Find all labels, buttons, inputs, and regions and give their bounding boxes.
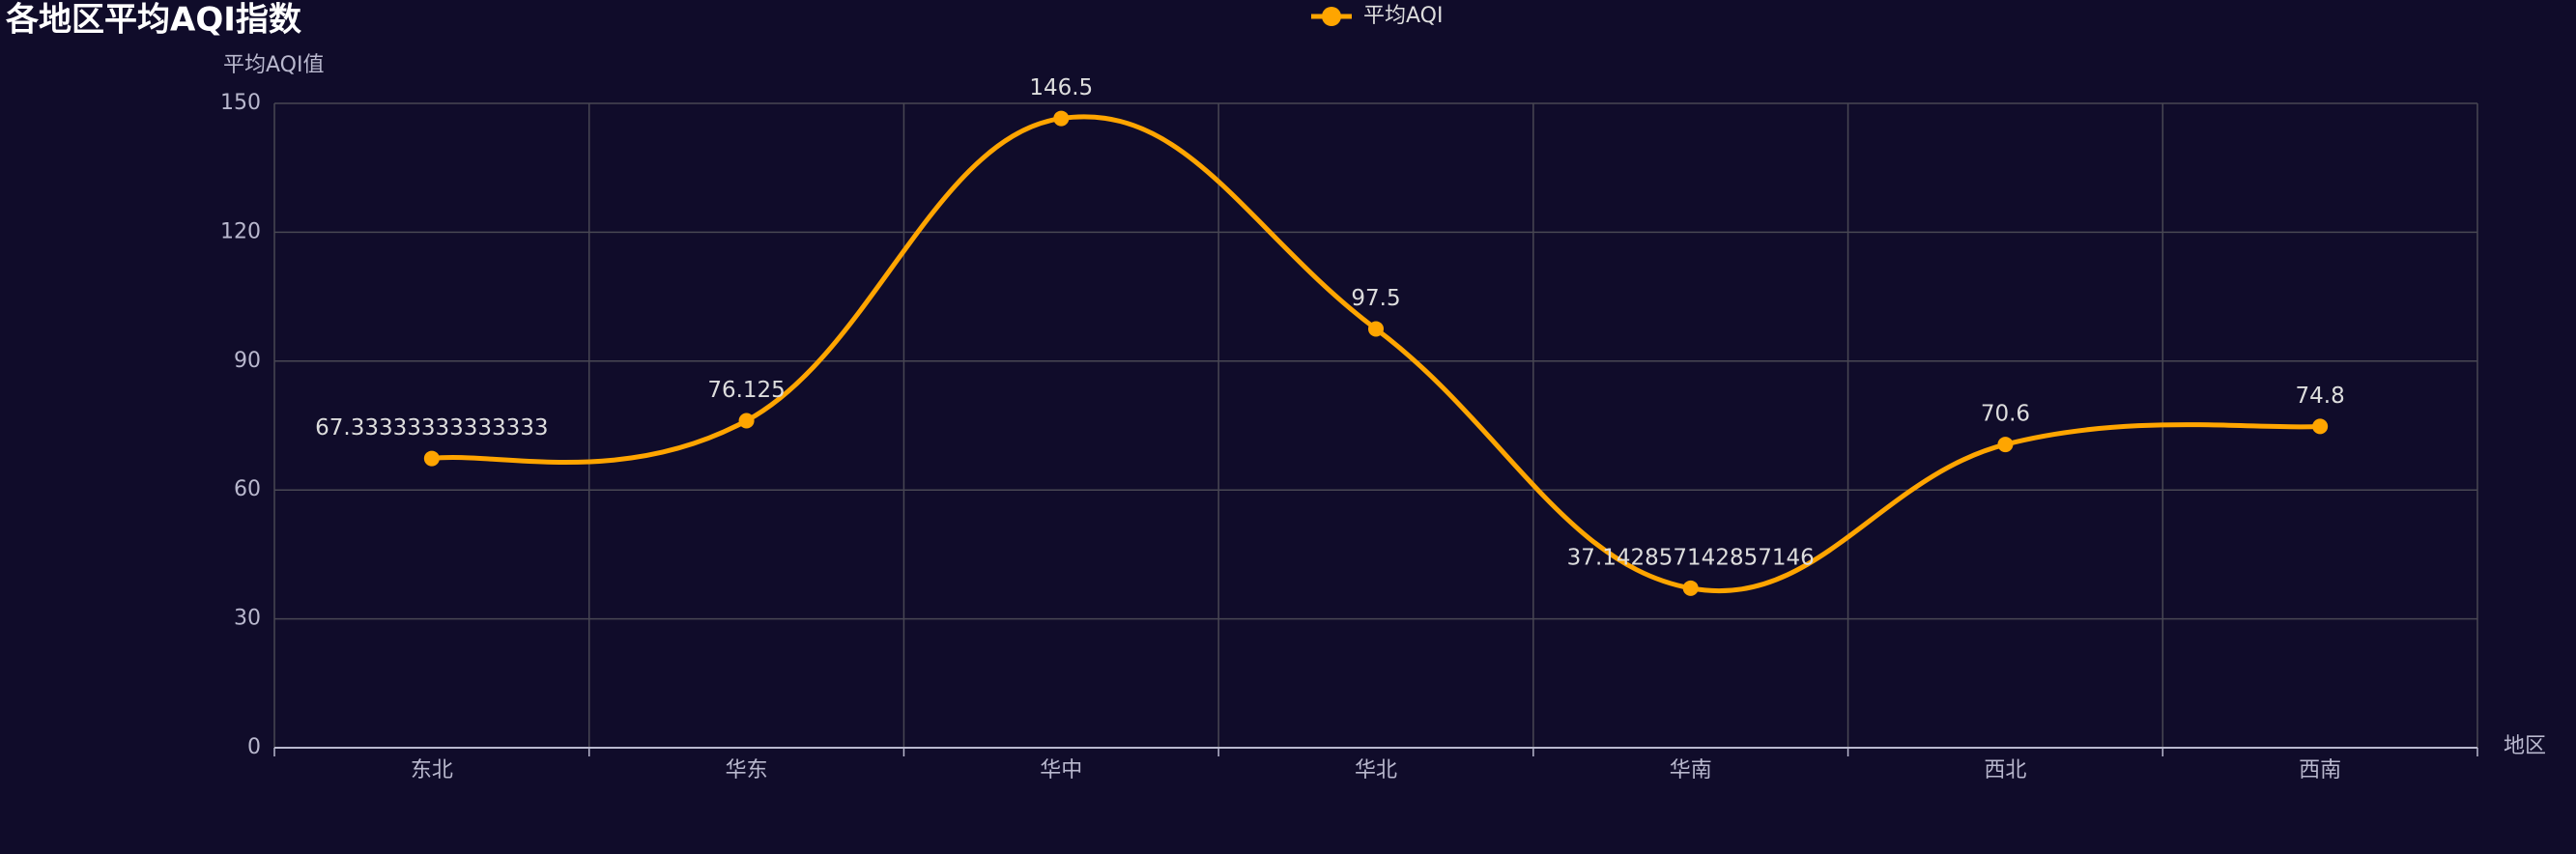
data-label: 76.125 xyxy=(707,378,785,403)
y-tick-label: 0 xyxy=(247,735,261,759)
data-label: 97.5 xyxy=(1351,286,1400,311)
y-tick-label: 60 xyxy=(234,477,261,501)
data-point xyxy=(1368,321,1384,337)
legend-label: 平均AQI xyxy=(1363,4,1443,28)
x-tick-label: 西南 xyxy=(2299,758,2341,783)
data-label: 146.5 xyxy=(1029,75,1093,100)
y-tick-label: 150 xyxy=(220,91,261,115)
x-tick-label: 华中 xyxy=(1040,758,1082,783)
legend-marker xyxy=(1322,7,1341,26)
y-axis-title: 平均AQI值 xyxy=(223,53,324,77)
data-point xyxy=(423,450,440,467)
data-label: 37.142857142857146 xyxy=(1567,545,1815,570)
y-tick-label: 90 xyxy=(234,349,261,373)
data-point xyxy=(1682,580,1699,596)
chart-title: 各地区平均AQI指数 xyxy=(6,1,301,40)
data-point xyxy=(1997,437,2014,453)
x-tick-label: 东北 xyxy=(411,758,453,783)
y-tick-label: 120 xyxy=(220,219,261,243)
x-axis-title: 地区 xyxy=(2504,734,2546,758)
x-tick-label: 华南 xyxy=(1670,758,1712,783)
data-label: 70.6 xyxy=(1981,402,2030,427)
y-tick-label: 30 xyxy=(234,607,261,631)
data-point xyxy=(1053,110,1070,127)
data-label: 74.8 xyxy=(2296,384,2345,409)
x-tick-label: 华东 xyxy=(726,758,768,783)
x-tick-label: 西北 xyxy=(1984,758,2026,783)
x-tick-label: 华北 xyxy=(1355,758,1397,783)
data-point xyxy=(2312,418,2329,435)
data-label: 67.33333333333333 xyxy=(315,415,548,441)
data-point xyxy=(738,413,755,429)
